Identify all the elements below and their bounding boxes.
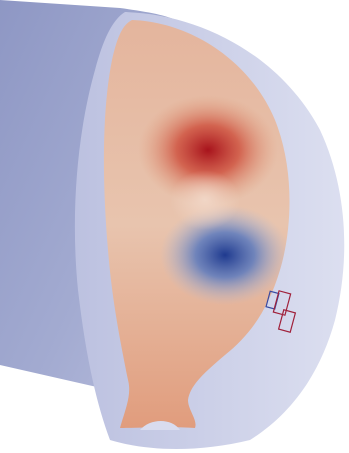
render bbox=[0, 0, 349, 453]
page: (() => { const data = JSON.parse(documen… bbox=[0, 0, 349, 453]
